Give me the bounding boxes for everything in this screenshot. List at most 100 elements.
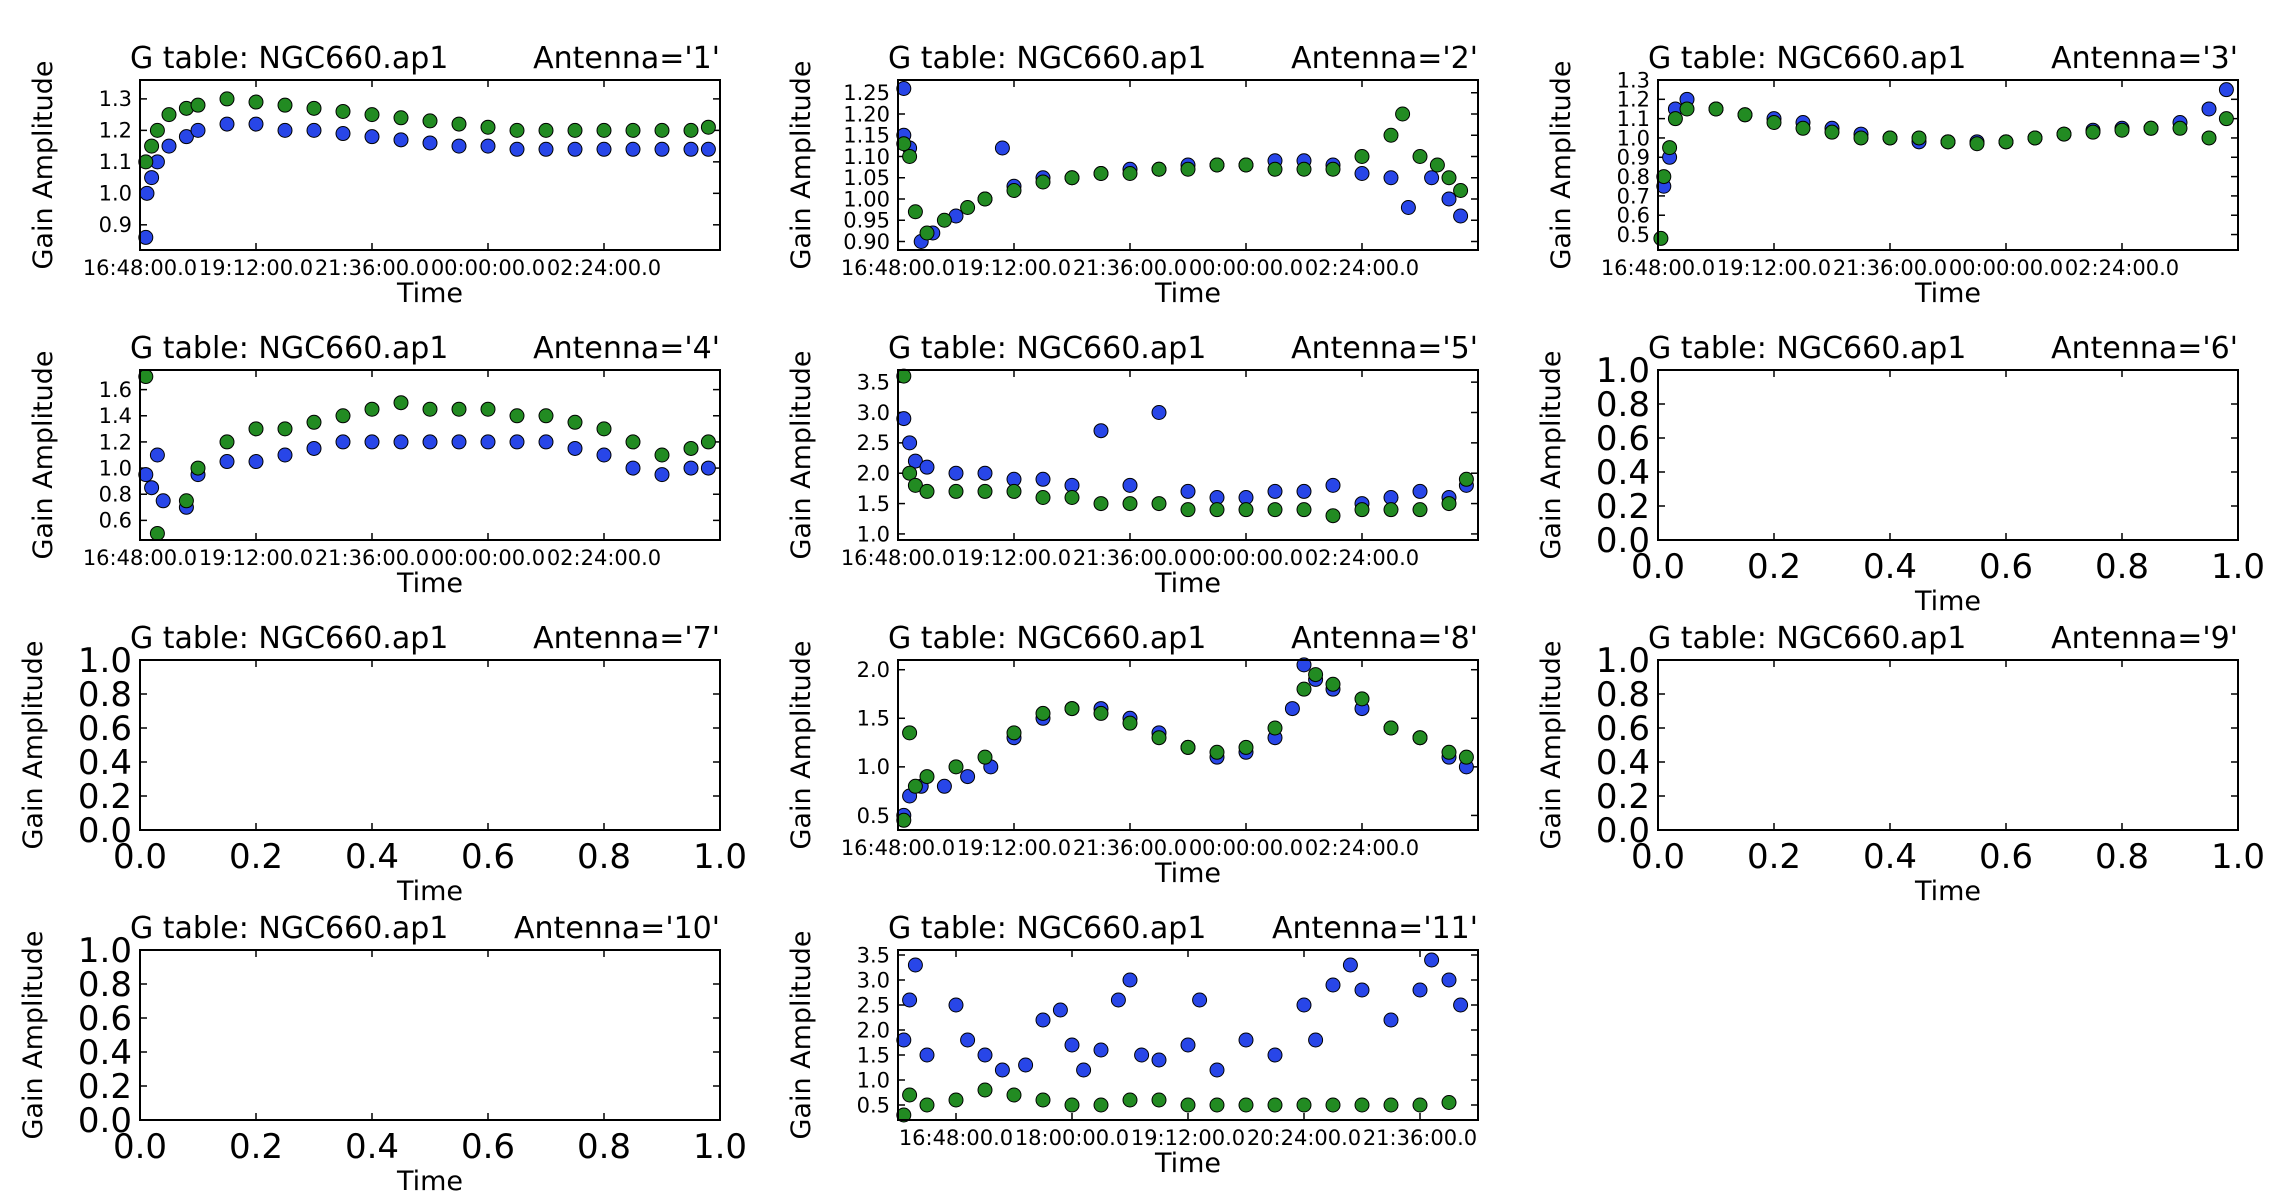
subplot-title: G table: NGC660.ap1 [130, 621, 448, 656]
data-point [977, 483, 993, 499]
axes-frame [1657, 369, 2239, 541]
data-point [538, 434, 554, 450]
data-point [1325, 1097, 1341, 1113]
data-point [364, 401, 380, 417]
data-point [219, 454, 235, 470]
data-point [919, 769, 935, 785]
data-point [393, 395, 409, 411]
y-tick-label: 0.4 [78, 743, 132, 783]
subplot-subtitle: Antenna='5' [1291, 331, 1478, 366]
data-point [1412, 483, 1428, 499]
data-point [2056, 126, 2072, 142]
data-point [451, 138, 467, 154]
data-point [1093, 1097, 1109, 1113]
data-point [960, 769, 976, 785]
x-tick-label: 21:36:00.0 [315, 256, 429, 280]
data-point [2201, 130, 2217, 146]
data-point [948, 1092, 964, 1108]
data-point [2218, 82, 2234, 98]
y-tick-label: 1.6 [99, 378, 132, 402]
y-tick-label: 1.0 [1596, 351, 1650, 391]
data-point [393, 132, 409, 148]
data-point [1180, 502, 1196, 518]
y-axis-label: Gain Amplitude [1536, 350, 1567, 559]
data-point [1151, 161, 1167, 177]
data-point [596, 141, 612, 157]
y-tick-label: 1.00 [843, 187, 890, 211]
data-point [994, 1062, 1010, 1078]
y-tick-label: 0.6 [1596, 419, 1650, 459]
x-tick-label: 00:00:00.0 [1189, 256, 1303, 280]
data-point [1151, 405, 1167, 420]
y-tick-label: 1.0 [857, 1068, 890, 1092]
data-point [1308, 667, 1324, 683]
x-tick-label: 02:24:00.0 [2065, 256, 2179, 280]
y-tick-label: 0.5 [857, 1093, 890, 1117]
data-point [248, 94, 264, 110]
data-point [1424, 952, 1440, 968]
data-point [1064, 170, 1080, 186]
data-point [1766, 115, 1782, 130]
data-point [896, 411, 912, 427]
data-point [654, 141, 670, 157]
data-point [335, 408, 351, 424]
data-point [567, 122, 583, 138]
data-point [1296, 657, 1312, 673]
data-point [1911, 130, 1927, 146]
x-tick-label: 00:00:00.0 [431, 546, 545, 570]
data-point [936, 778, 952, 794]
y-tick-label: 0.5 [857, 804, 890, 828]
y-tick-label: 0.8 [1596, 385, 1650, 425]
data-point [1122, 1092, 1138, 1108]
subplot-subtitle: Antenna='6' [2051, 331, 2238, 366]
data-point [190, 460, 206, 476]
x-axis-label: Time [1154, 568, 1221, 599]
data-point [1267, 483, 1283, 499]
y-axis-label: Gain Amplitude [18, 930, 49, 1139]
data-point [306, 122, 322, 138]
y-tick-label: 1.1 [1617, 107, 1650, 131]
x-tick-label: 0.0 [1631, 837, 1685, 877]
data-point [1122, 166, 1138, 181]
data-point [567, 414, 583, 430]
data-point [1151, 1052, 1167, 1068]
data-point [654, 467, 670, 483]
data-point [1093, 496, 1109, 512]
y-tick-label: 0.6 [78, 999, 132, 1039]
data-point [1064, 1037, 1080, 1053]
y-tick-label: 0.6 [78, 709, 132, 749]
data-point [1284, 701, 1300, 717]
data-point [1122, 477, 1138, 493]
data-point [335, 434, 351, 450]
y-tick-label: 0.5 [1617, 223, 1650, 247]
axes-frame [139, 949, 721, 1121]
data-point [1795, 120, 1811, 136]
data-point [480, 434, 496, 450]
data-point [1006, 483, 1022, 499]
x-tick-label: 21:36:00.0 [1363, 1126, 1477, 1150]
data-point [896, 136, 912, 152]
data-point [1093, 423, 1109, 439]
data-point [1412, 1097, 1428, 1113]
data-point [364, 434, 380, 450]
y-tick-label: 0.2 [1596, 777, 1650, 817]
subplot-title: G table: NGC660.ap1 [1648, 621, 1966, 656]
y-tick-label: 0.0 [1596, 811, 1650, 851]
data-point [248, 421, 264, 437]
data-point [451, 401, 467, 417]
x-tick-label: 21:36:00.0 [1073, 256, 1187, 280]
data-point [422, 401, 438, 417]
data-point [1395, 106, 1411, 122]
subplot-1: G table: NGC660.ap1 Antenna='1' 0.9 1.0 1.1 1… [28, 41, 721, 309]
x-tick-label: 0.8 [2095, 547, 2149, 587]
x-tick-label: 0.0 [1631, 547, 1685, 587]
x-tick-label: 0.2 [1747, 837, 1801, 877]
x-tick-label: 0.4 [1863, 837, 1917, 877]
x-tick-label: 0.2 [1747, 547, 1801, 587]
data-point [1940, 134, 1956, 150]
x-tick-label: 16:48:00.0 [841, 256, 955, 280]
axes-frame [139, 369, 721, 541]
data-point [277, 97, 293, 113]
data-point [1354, 166, 1370, 181]
